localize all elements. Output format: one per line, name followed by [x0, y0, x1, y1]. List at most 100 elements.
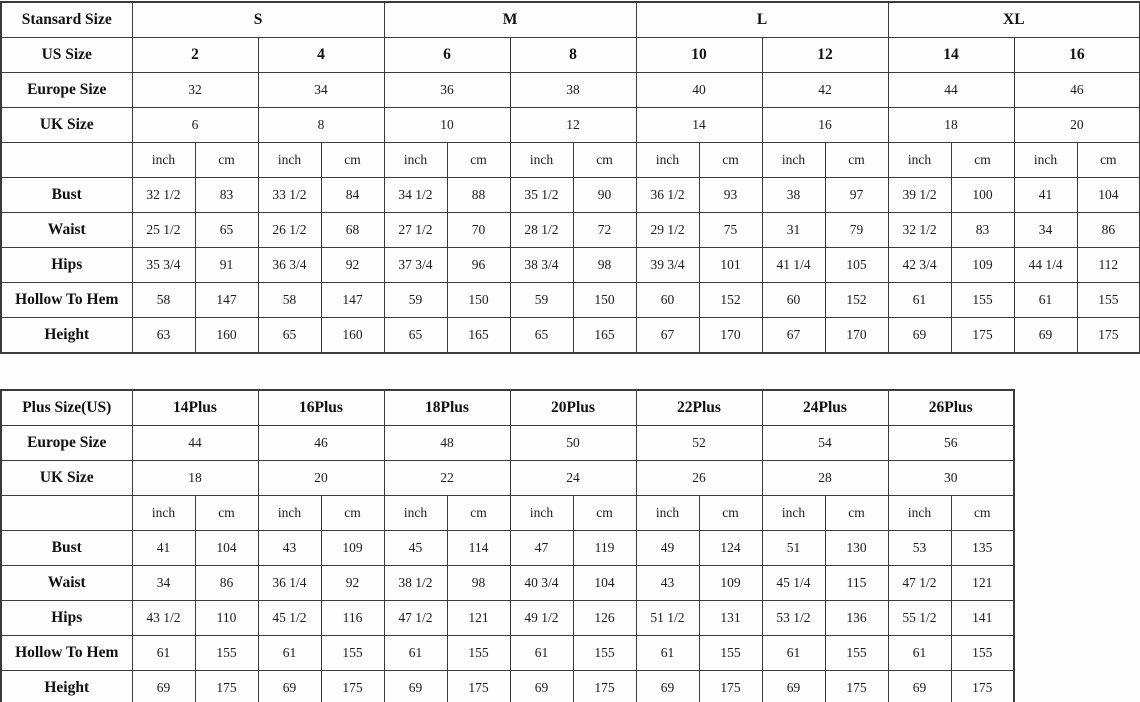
value-cell: 150 — [572, 282, 637, 318]
value-cell: 155 — [320, 635, 385, 671]
row-label-cell: Hips — [0, 600, 133, 636]
value-cell: 88 — [446, 177, 511, 213]
value-cell: 104 — [194, 530, 259, 566]
value-cell: 34 — [131, 565, 196, 601]
table-row: Waist 25 1/2 65 26 1/2 68 27 1/2 70 28 1/2 72 29 … — [0, 212, 1140, 248]
value-cell: inch — [131, 142, 196, 178]
value-cell: 48 — [383, 425, 511, 461]
value-cell: cm — [824, 495, 889, 531]
value-cell: 41 — [131, 530, 196, 566]
value-cell: 109 — [698, 565, 763, 601]
row-label-cell: Bust — [0, 530, 133, 566]
table-row: Europe Size 32 34 36 38 40 42 44 46 — [0, 72, 1140, 108]
table-row: UK Size 6 8 10 12 14 16 18 20 — [0, 107, 1140, 143]
value-cell: inch — [131, 495, 196, 531]
value-cell: 165 — [446, 317, 511, 354]
value-cell: 119 — [572, 530, 637, 566]
value-cell: 130 — [824, 530, 889, 566]
value-cell: 46 — [1013, 72, 1140, 108]
standard-size-table: Stansard Size S M L XL US Size 2 4 6 8 10 12 14 16 Eur… — [0, 1, 1140, 354]
value-cell: 56 — [887, 425, 1015, 461]
value-cell: 155 — [950, 282, 1015, 318]
value-cell: 59 — [509, 282, 574, 318]
value-cell: 14 — [635, 107, 763, 143]
value-cell: 79 — [824, 212, 889, 248]
value-cell: 175 — [824, 670, 889, 702]
value-cell: 109 — [950, 247, 1015, 283]
value-cell: inch — [635, 142, 700, 178]
row-label-cell — [0, 142, 133, 178]
value-cell: 72 — [572, 212, 637, 248]
table-row: Waist 34 86 36 1/4 92 38 1/2 98 40 3/4 104 43 109 4… — [0, 565, 1015, 601]
value-cell: 109 — [320, 530, 385, 566]
value-cell: 26 1/2 — [257, 212, 322, 248]
value-cell: 105 — [824, 247, 889, 283]
value-cell: 50 — [509, 425, 637, 461]
size-header-cell: 12 — [761, 37, 889, 73]
value-cell: 44 1/4 — [1013, 247, 1078, 283]
table-row: US Size 2 4 6 8 10 12 14 16 — [0, 37, 1140, 73]
value-cell: 44 — [131, 425, 259, 461]
value-cell: 98 — [446, 565, 511, 601]
value-cell: 175 — [1076, 317, 1140, 354]
value-cell: 136 — [824, 600, 889, 636]
value-cell: 92 — [320, 247, 385, 283]
value-cell: 155 — [824, 635, 889, 671]
value-cell: 175 — [446, 670, 511, 702]
table-row: Stansard Size S M L XL — [0, 1, 1140, 38]
value-cell: 49 — [635, 530, 700, 566]
value-cell: 34 — [257, 72, 385, 108]
value-cell: 110 — [194, 600, 259, 636]
value-cell: 175 — [950, 317, 1015, 354]
value-cell: 42 — [761, 72, 889, 108]
value-cell: 32 1/2 — [131, 177, 196, 213]
size-header-cell: 8 — [509, 37, 637, 73]
value-cell: 54 — [761, 425, 889, 461]
value-cell: 175 — [194, 670, 259, 702]
row-label-cell: Height — [0, 670, 133, 702]
value-cell: 16 — [761, 107, 889, 143]
value-cell: 155 — [1076, 282, 1140, 318]
value-cell: 104 — [1076, 177, 1140, 213]
value-cell: 41 1/4 — [761, 247, 826, 283]
value-cell: 114 — [446, 530, 511, 566]
value-cell: 68 — [320, 212, 385, 248]
value-cell: 58 — [131, 282, 196, 318]
value-cell: 69 — [635, 670, 700, 702]
value-cell: 36 1/2 — [635, 177, 700, 213]
value-cell: 65 — [509, 317, 574, 354]
value-cell: 61 — [887, 282, 952, 318]
value-cell: inch — [761, 142, 826, 178]
value-cell: 61 — [383, 635, 448, 671]
size-header-cell: 22Plus — [635, 389, 763, 426]
value-cell: 59 — [383, 282, 448, 318]
value-cell: 44 — [887, 72, 1015, 108]
value-cell: 131 — [698, 600, 763, 636]
value-cell: 38 — [761, 177, 826, 213]
value-cell: 69 — [383, 670, 448, 702]
value-cell: 69 — [509, 670, 574, 702]
value-cell: cm — [446, 142, 511, 178]
value-cell: 96 — [446, 247, 511, 283]
value-cell: 83 — [194, 177, 259, 213]
value-cell: cm — [446, 495, 511, 531]
row-label-cell: Europe Size — [0, 72, 133, 108]
value-cell: 101 — [698, 247, 763, 283]
value-cell: 115 — [824, 565, 889, 601]
value-cell: 51 — [761, 530, 826, 566]
value-cell: 69 — [887, 670, 952, 702]
value-cell: 155 — [572, 635, 637, 671]
row-label-cell: Bust — [0, 177, 133, 213]
value-cell: 51 1/2 — [635, 600, 700, 636]
value-cell: 36 — [383, 72, 511, 108]
value-cell: 165 — [572, 317, 637, 354]
value-cell: 175 — [950, 670, 1015, 702]
row-label-cell: Europe Size — [0, 425, 133, 461]
value-cell: 32 — [131, 72, 259, 108]
value-cell: 47 1/2 — [383, 600, 448, 636]
size-header-cell: 10 — [635, 37, 763, 73]
value-cell: 6 — [131, 107, 259, 143]
size-header-cell: S — [131, 1, 385, 38]
value-cell: 37 3/4 — [383, 247, 448, 283]
